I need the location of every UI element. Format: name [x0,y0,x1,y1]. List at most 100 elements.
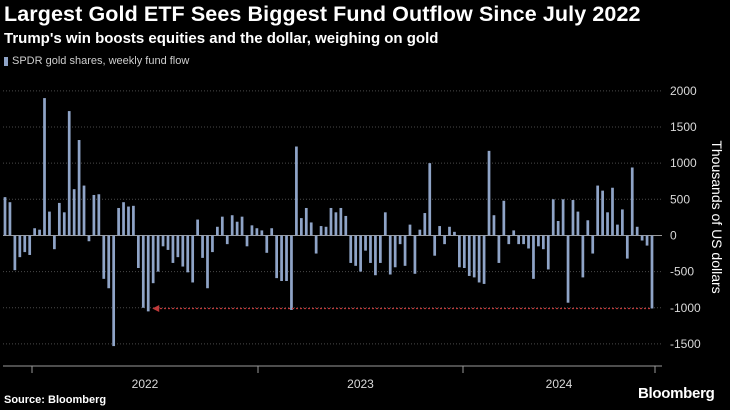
bar [309,222,313,236]
annotation-arrow-head [152,304,160,312]
bar [379,235,382,263]
bar [477,235,481,283]
bar [67,111,71,236]
legend-label: SPDR gold shares, weekly fund flow [12,55,190,67]
bar [87,235,91,242]
bar [601,190,604,236]
bar [398,235,402,245]
bar [295,146,298,236]
bar [314,235,318,254]
bar [72,189,76,236]
x-tick-label: 2024 [546,377,573,391]
bar [260,230,264,236]
bar [472,235,476,278]
bar [136,235,140,268]
x-tick-label: 2022 [132,377,159,391]
x-tick-label: 2023 [347,377,374,391]
bar [146,235,150,312]
bar [48,211,51,236]
bar [532,235,535,279]
bar [141,235,145,308]
bar [176,235,180,258]
bar [551,199,555,236]
bar [255,228,259,236]
bar [571,200,575,236]
bar [97,194,101,236]
bar [359,235,362,272]
bar [240,216,244,236]
bars [3,98,654,347]
bar [403,235,407,266]
bar [581,235,585,278]
bar [640,235,644,241]
bar [448,226,451,236]
y-tick-label: 1000 [670,156,697,170]
bar [566,235,570,303]
bar [621,209,624,236]
bar [275,235,278,279]
bar [171,235,175,263]
bar [220,216,224,236]
bar [458,235,461,268]
bar [201,235,204,258]
bar [285,235,288,282]
bar [388,235,392,275]
bar [211,235,214,253]
bar [438,226,441,236]
bar [304,207,308,236]
bar [339,207,343,236]
bar [43,98,46,236]
annotation [152,304,650,312]
bar [611,187,614,236]
bar [423,213,427,236]
y-tick-label: 2000 [670,84,697,98]
bar [8,202,12,236]
bar [57,202,61,236]
bar [462,235,466,268]
bar [556,221,560,236]
y-tick-label: 0 [670,228,677,242]
y-tick-label: -1000 [670,301,701,315]
bar [591,235,595,254]
bar [270,228,274,236]
y-tick-label: 500 [670,192,690,206]
bar [191,235,195,283]
y-tick-label: -500 [670,265,694,279]
bar [112,235,116,347]
bar [487,150,491,236]
bar [156,235,160,272]
bar [290,235,293,310]
bar [522,235,525,245]
bar [635,226,639,236]
bar [344,215,348,236]
bar [364,235,367,251]
bar [186,235,190,273]
bar [166,235,170,250]
bar [225,235,229,245]
bloomberg-logo: Bloomberg [638,385,715,402]
bar [18,235,22,258]
bar [28,235,32,255]
bar [349,235,353,263]
bar [546,235,550,270]
bar [319,226,323,236]
axes: -1500 -1000 -500 0 500 1000 1500 2000 Thousands … [3,84,725,391]
legend-swatch [4,56,8,66]
bar [374,235,377,276]
bar [122,202,125,236]
bar [324,226,328,236]
bar [369,235,372,263]
bar [3,197,7,236]
bar [443,235,446,245]
bar [235,221,239,236]
bar [280,235,283,282]
bar [132,205,135,236]
bar [181,235,185,267]
bar [512,230,516,236]
bar [645,235,649,246]
bar [77,140,81,236]
bar [418,229,422,236]
bar [196,219,199,236]
chart-title: Largest Gold ETF Sees Biggest Fund Outfl… [4,2,641,26]
